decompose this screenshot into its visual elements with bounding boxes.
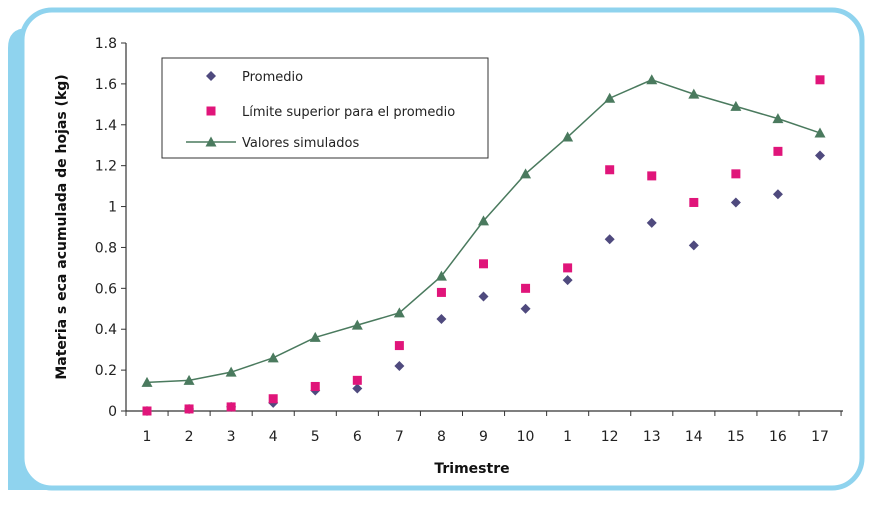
x-tick-label: 5 xyxy=(311,429,320,445)
data-point-simulados xyxy=(267,352,279,363)
x-tick-label: 9 xyxy=(479,429,488,445)
x-tick-label: 13 xyxy=(643,429,661,445)
x-tick-label: 6 xyxy=(353,429,362,445)
x-tick-label: 8 xyxy=(437,429,446,445)
data-point-promedio xyxy=(604,234,615,245)
y-tick-label: 0 xyxy=(108,404,117,420)
legend-item-limite: Límite superior para el promedio xyxy=(206,105,455,120)
plot-area xyxy=(141,74,826,416)
x-tick-label: 4 xyxy=(269,429,278,445)
x-tick-label: 14 xyxy=(685,429,703,445)
data-point-simulados xyxy=(688,88,700,99)
legend-swatch xyxy=(205,136,217,147)
x-tick-label: 12 xyxy=(601,429,619,445)
x-tick-label: 1 xyxy=(563,429,572,445)
data-point-limite xyxy=(731,169,741,179)
y-tick-label: 0.6 xyxy=(95,281,117,297)
data-point-limite xyxy=(310,381,320,391)
data-point-simulados xyxy=(730,100,742,111)
data-point-limite xyxy=(479,259,488,269)
data-point-promedio xyxy=(520,303,531,314)
data-point-simulados xyxy=(478,215,489,226)
legend-label: Promedio xyxy=(242,70,303,85)
data-point-limite xyxy=(773,146,783,156)
legend-label: Valores simulados xyxy=(242,136,359,151)
x-tick-label: 15 xyxy=(727,429,745,445)
data-point-promedio xyxy=(436,314,447,324)
y-tick-label: 1.6 xyxy=(95,77,117,93)
y-tick-label: 1.2 xyxy=(95,159,117,175)
data-point-limite xyxy=(352,375,362,385)
x-axis-title: Trimestre xyxy=(434,461,509,477)
y-tick-label: 0.8 xyxy=(95,240,117,256)
x-tick-label: 1 xyxy=(143,429,152,445)
data-point-promedio xyxy=(730,197,741,208)
x-tick-label: 7 xyxy=(395,429,404,445)
x-axis-ticks: 1 2 3 4 5 6 7 8 9 10 1 12 13 14 15 16 17 xyxy=(125,411,842,445)
x-tick-label: 10 xyxy=(517,429,535,445)
data-point-promedio xyxy=(815,150,825,161)
y-axis-title: Materia s eca acumulada de hojas (kg) xyxy=(54,74,70,379)
data-point-limite xyxy=(563,263,573,273)
data-point-simulados xyxy=(183,374,195,385)
legend-box xyxy=(161,57,489,159)
data-point-promedio xyxy=(772,189,783,200)
legend-swatch xyxy=(206,71,216,81)
y-tick-label: 1.8 xyxy=(95,36,117,52)
data-point-promedio xyxy=(352,383,363,394)
legend-swatch xyxy=(206,106,216,116)
data-point-limite xyxy=(689,197,699,207)
data-point-limite xyxy=(226,402,236,412)
data-point-simulados xyxy=(646,74,658,85)
data-point-simulados xyxy=(814,127,826,138)
x-tick-label: 3 xyxy=(227,429,236,445)
data-point-limite xyxy=(815,75,825,85)
x-tick-label: 2 xyxy=(185,429,194,445)
legend-item-promedio: Promedio xyxy=(206,70,303,85)
series-simulados xyxy=(141,74,826,387)
y-tick-label: 1 xyxy=(108,200,117,216)
data-point-limite xyxy=(647,171,657,181)
x-tick-label: 17 xyxy=(811,429,829,445)
data-point-limite xyxy=(268,394,278,404)
data-point-limite xyxy=(394,341,404,351)
series-limite xyxy=(142,75,825,416)
data-point-promedio xyxy=(646,217,657,228)
legend-item-simulados: Valores simulados xyxy=(186,136,359,151)
y-tick-label: 0.2 xyxy=(95,363,117,379)
y-axis-ticks: 0 0.2 0.4 0.6 0.8 1 1.2 1.4 1.6 1.8 xyxy=(95,36,126,420)
data-point-limite xyxy=(142,406,152,416)
data-point-simulados xyxy=(520,168,532,179)
y-tick-label: 1.4 xyxy=(95,118,117,134)
legend-label: Límite superior para el promedio xyxy=(242,105,455,120)
data-point-simulados xyxy=(351,319,363,330)
y-tick-label: 0.4 xyxy=(95,322,117,338)
data-point-limite xyxy=(184,404,194,414)
axes xyxy=(125,43,843,412)
data-point-simulados xyxy=(225,366,237,377)
data-point-limite xyxy=(605,165,615,175)
data-point-simulados xyxy=(309,331,321,342)
data-point-simulados xyxy=(435,270,447,281)
x-tick-label: 16 xyxy=(769,429,787,445)
data-point-simulados xyxy=(562,131,574,142)
data-point-simulados xyxy=(772,113,784,124)
data-point-promedio xyxy=(394,361,405,372)
data-point-promedio xyxy=(478,291,489,302)
data-point-promedio xyxy=(688,240,699,251)
data-point-limite xyxy=(436,287,446,297)
data-point-promedio xyxy=(562,275,573,286)
data-point-simulados xyxy=(393,307,405,318)
data-point-limite xyxy=(521,283,531,293)
legend: Promedio Límite superior para el promedio… xyxy=(161,57,489,159)
data-point-simulados xyxy=(141,376,153,387)
data-point-simulados xyxy=(604,92,616,103)
